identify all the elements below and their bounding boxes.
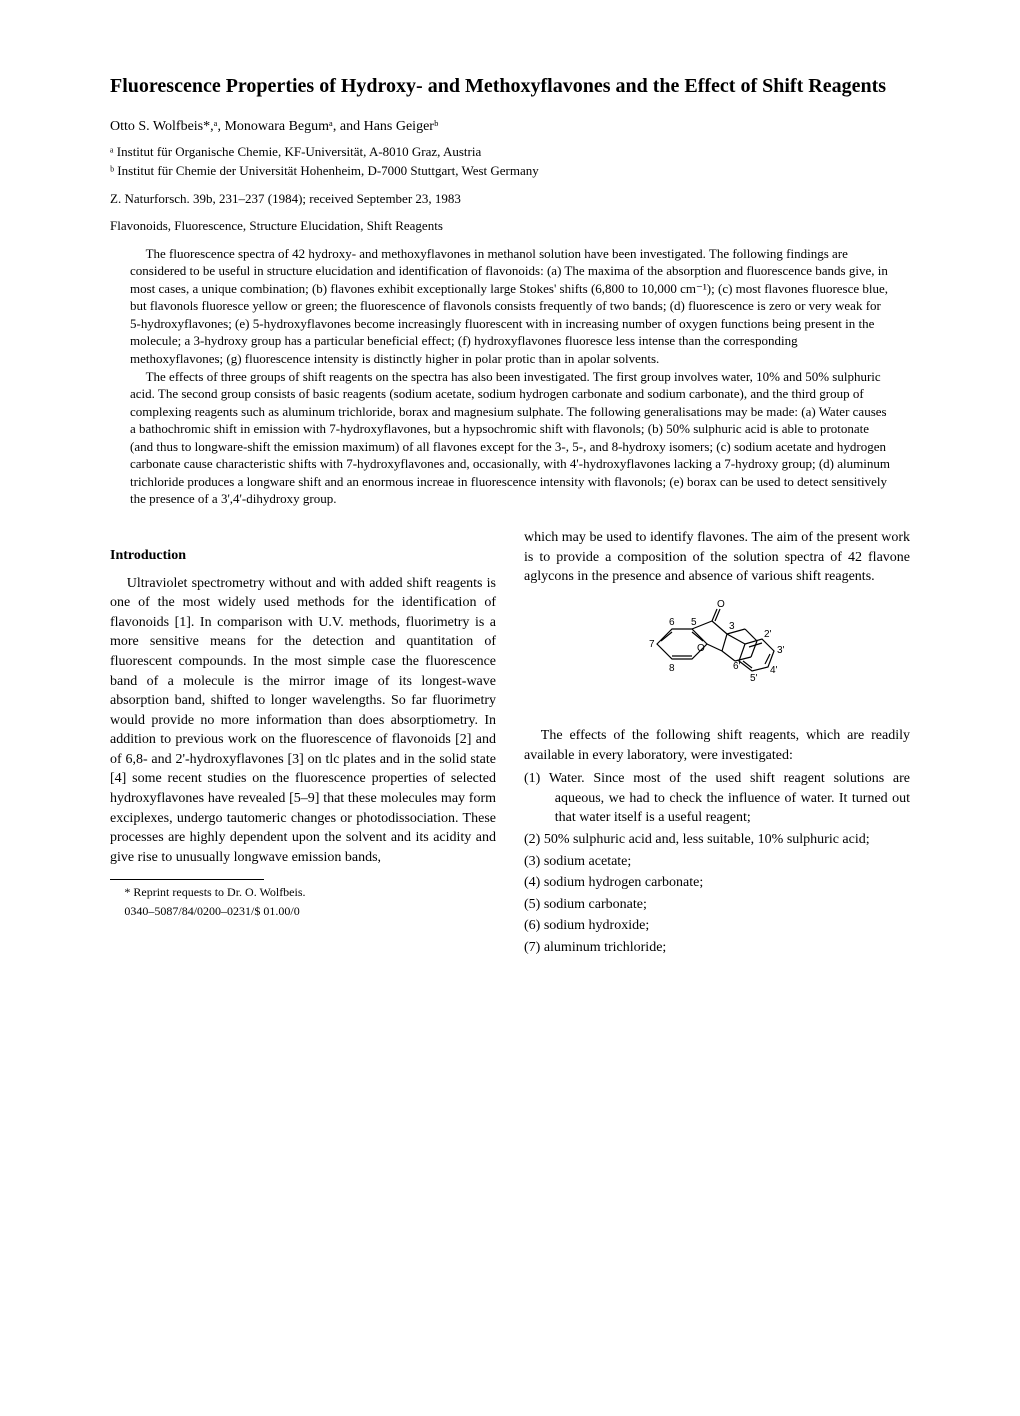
label-3p: 3' — [777, 645, 785, 656]
affiliation-b: ᵇ Institut für Chemie der Universität Ho… — [110, 162, 910, 180]
abstract-p1: The fluorescence spectra of 42 hydroxy- … — [130, 245, 890, 368]
label-o-ring: O — [697, 643, 705, 654]
reagent-3: (3) sodium acetate; — [524, 852, 910, 872]
intro-para-1: Ultraviolet spectrometry without and wit… — [110, 574, 496, 868]
citation-line: Z. Naturforsch. 39b, 231–237 (1984); rec… — [110, 190, 910, 208]
right-column: which may be used to identify flavones. … — [524, 528, 910, 962]
intro-para-continued: which may be used to identify flavones. … — [524, 528, 910, 587]
label-3: 3 — [729, 621, 735, 632]
label-6: 6 — [669, 617, 675, 628]
abstract: The fluorescence spectra of 42 hydroxy- … — [130, 245, 890, 508]
label-2p: 2' — [764, 629, 772, 640]
label-o-carbonyl: O — [717, 599, 725, 610]
label-5p: 5' — [750, 673, 758, 684]
issn-footnote: 0340–5087/84/0200–0231/$ 01.00/0 — [110, 903, 496, 920]
abstract-p2: The effects of three groups of shift rea… — [130, 368, 890, 508]
reagent-7: (7) aluminum trichloride; — [524, 938, 910, 958]
reagent-list: (1) Water. Since most of the used shift … — [524, 769, 910, 957]
reprint-footnote: * Reprint requests to Dr. O. Wolfbeis. — [110, 884, 496, 901]
affiliation-a: ᵃ Institut für Organische Chemie, KF-Uni… — [110, 143, 910, 161]
affiliations: ᵃ Institut für Organische Chemie, KF-Uni… — [110, 143, 910, 180]
left-column: Introduction Ultraviolet spectrometry wi… — [110, 528, 496, 962]
label-6p: 6' — [733, 661, 741, 672]
two-column-body: Introduction Ultraviolet spectrometry wi… — [110, 528, 910, 962]
reagent-1: (1) Water. Since most of the used shift … — [524, 769, 910, 828]
flavone-structure-diagram: O O 3 5 6 7 8 2' 3' 4' 5' 6' — [524, 599, 910, 714]
footnote-separator — [110, 879, 264, 880]
introduction-heading: Introduction — [110, 546, 496, 566]
label-8: 8 — [669, 663, 675, 674]
reagent-5: (5) sodium carbonate; — [524, 895, 910, 915]
reagent-4: (4) sodium hydrogen carbonate; — [524, 873, 910, 893]
label-5: 5 — [691, 617, 697, 628]
label-4p: 4' — [770, 665, 778, 676]
reagent-2: (2) 50% sulphuric acid and, less suitabl… — [524, 830, 910, 850]
reagent-6: (6) sodium hydroxide; — [524, 916, 910, 936]
reagents-intro: The effects of the following shift reage… — [524, 726, 910, 765]
paper-title: Fluorescence Properties of Hydroxy- and … — [110, 73, 910, 99]
authors-line: Otto S. Wolfbeis*,ᵃ, Monowara Begumᵃ, an… — [110, 117, 910, 137]
keywords-line: Flavonoids, Fluorescence, Structure Eluc… — [110, 217, 910, 235]
label-7: 7 — [649, 639, 655, 650]
